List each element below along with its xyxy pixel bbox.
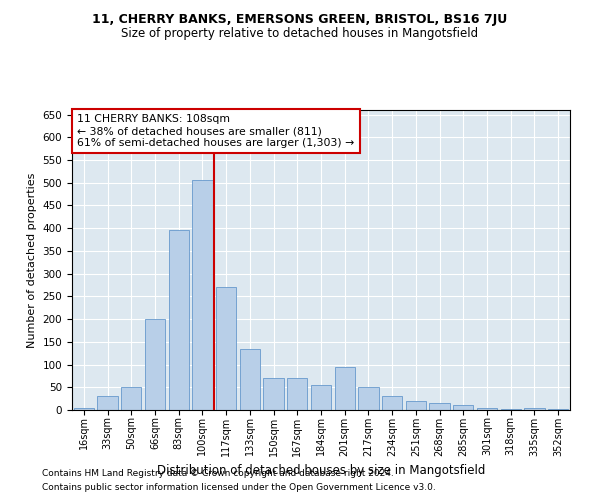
Bar xyxy=(406,401,426,410)
Bar xyxy=(216,288,236,410)
Bar xyxy=(500,409,521,410)
Bar xyxy=(145,319,165,410)
Text: Size of property relative to detached houses in Mangotsfield: Size of property relative to detached ho… xyxy=(121,28,479,40)
Bar xyxy=(430,403,449,410)
Bar xyxy=(311,385,331,410)
Bar xyxy=(524,408,545,410)
Bar xyxy=(240,348,260,410)
Bar xyxy=(382,396,402,410)
Bar xyxy=(287,378,307,410)
Bar xyxy=(335,367,355,410)
Bar xyxy=(477,408,497,410)
Bar xyxy=(121,388,142,410)
Y-axis label: Number of detached properties: Number of detached properties xyxy=(27,172,37,348)
Text: 11 CHERRY BANKS: 108sqm
← 38% of detached houses are smaller (811)
61% of semi-d: 11 CHERRY BANKS: 108sqm ← 38% of detache… xyxy=(77,114,354,148)
Bar xyxy=(193,180,212,410)
Bar xyxy=(263,378,284,410)
Bar xyxy=(74,408,94,410)
Bar xyxy=(453,404,473,410)
Bar xyxy=(358,388,379,410)
Text: Contains public sector information licensed under the Open Government Licence v3: Contains public sector information licen… xyxy=(42,484,436,492)
Bar xyxy=(548,409,568,410)
Text: 11, CHERRY BANKS, EMERSONS GREEN, BRISTOL, BS16 7JU: 11, CHERRY BANKS, EMERSONS GREEN, BRISTO… xyxy=(92,12,508,26)
Bar xyxy=(169,230,189,410)
X-axis label: Distribution of detached houses by size in Mangotsfield: Distribution of detached houses by size … xyxy=(157,464,485,477)
Bar xyxy=(97,396,118,410)
Text: Contains HM Land Registry data © Crown copyright and database right 2024.: Contains HM Land Registry data © Crown c… xyxy=(42,468,394,477)
